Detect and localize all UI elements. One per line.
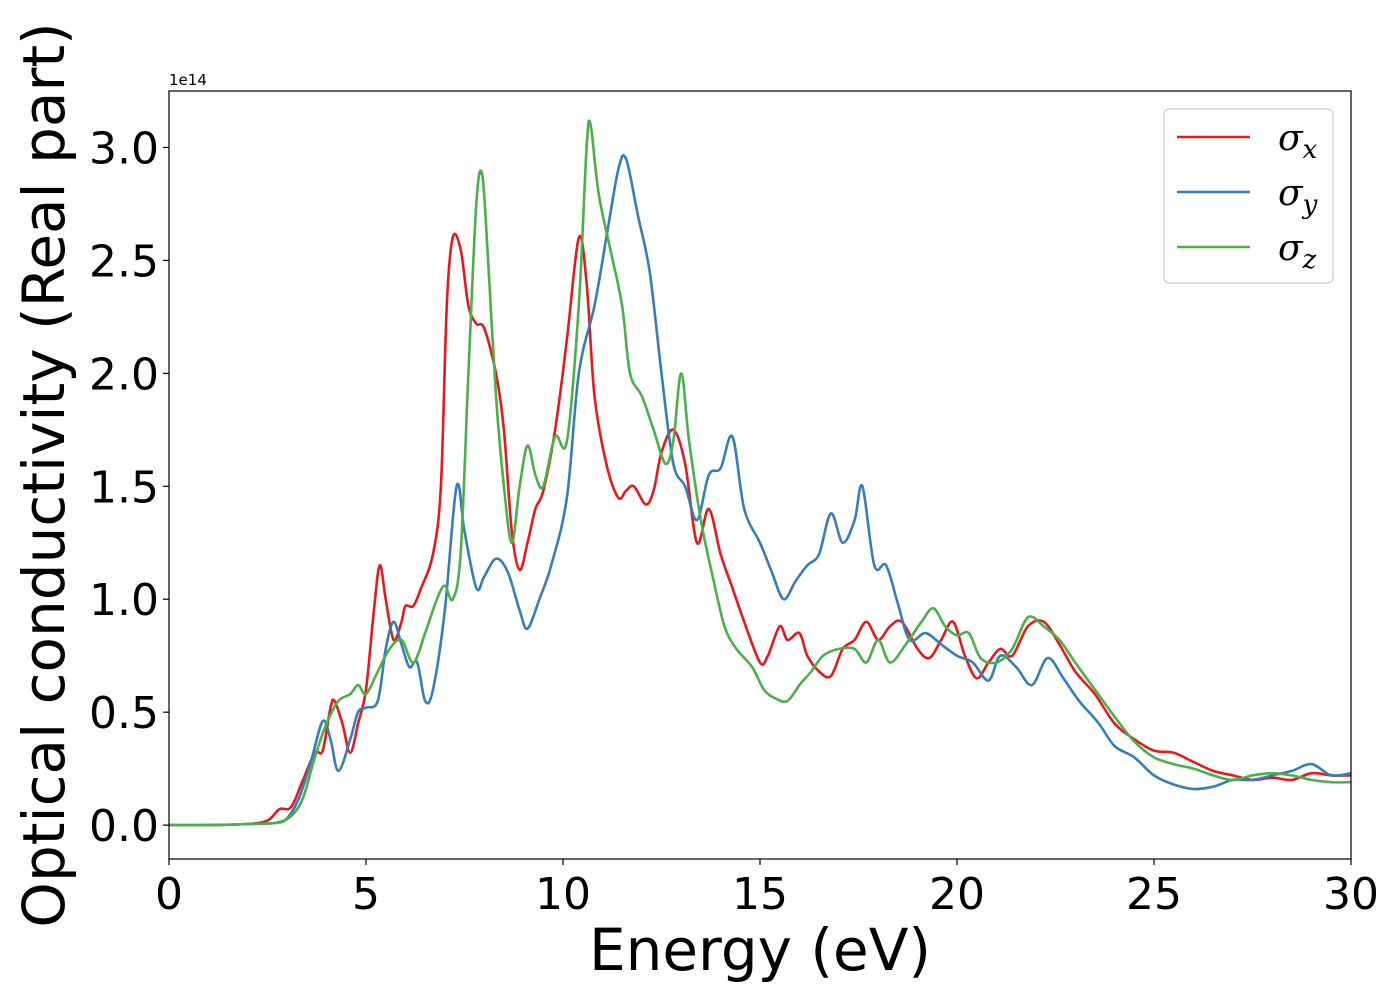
x-tick-label: 0: [155, 869, 183, 920]
legend-label-base: σ: [1278, 228, 1304, 269]
legend-label-base: σ: [1278, 118, 1304, 159]
legend-label-subscript: y: [1302, 190, 1318, 220]
y-tick-label: 1.0: [89, 575, 159, 626]
legend-label-base: σ: [1278, 173, 1304, 214]
legend-box: [1163, 108, 1334, 284]
x-axis-title: Energy (eV): [589, 916, 931, 984]
legend-label-x: σx: [1278, 118, 1318, 165]
series-line-y: [169, 154, 1351, 827]
legend-label-subscript: x: [1303, 135, 1318, 165]
x-tick-label: 30: [1323, 869, 1379, 920]
x-tick-label: 5: [352, 869, 380, 920]
x-tick-label: 25: [1126, 869, 1182, 920]
y-tick-label: 2.0: [89, 349, 159, 400]
series-layer: [169, 119, 1351, 827]
series-line-z: [169, 119, 1351, 827]
y-tick-label: 0.0: [89, 801, 159, 852]
x-tick-label: 10: [535, 869, 591, 920]
x-tick-label: 15: [732, 869, 788, 920]
y-axis-title: Optical conductivity (Real part): [10, 22, 78, 927]
y-tick-label: 0.5: [89, 688, 159, 739]
y-tick-label: 2.5: [89, 236, 159, 287]
y-tick-label: 1.5: [89, 462, 159, 513]
legend-label-y: σy: [1278, 173, 1318, 220]
x-tick-label: 20: [929, 869, 985, 920]
y-offset-label: 1e14: [169, 71, 207, 89]
legend-label-z: σz: [1278, 228, 1317, 275]
legend-label-subscript: z: [1302, 245, 1317, 275]
y-tick-label: 3.0: [89, 123, 159, 174]
ticks-layer: 0 5 10 15 20 25 30 0.0 0.5 1.0 1.5 2.0 2.5 3.0: [89, 123, 1379, 920]
series-line-x: [169, 232, 1351, 827]
